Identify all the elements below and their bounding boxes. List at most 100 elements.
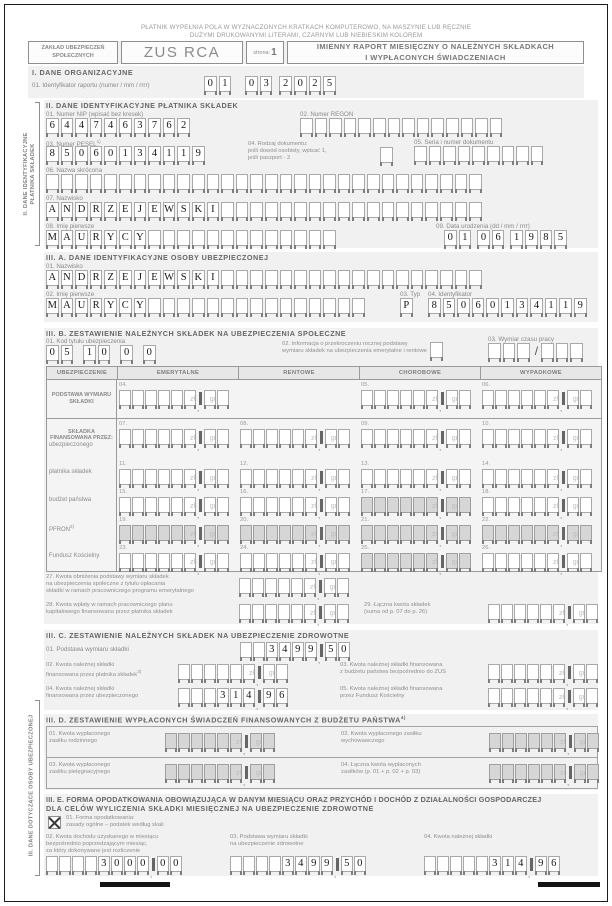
char-box[interactable]	[521, 469, 533, 488]
char-box[interactable]	[508, 469, 520, 488]
char-box[interactable]	[206, 230, 220, 249]
char-box[interactable]	[191, 298, 205, 317]
char-box[interactable]	[454, 202, 468, 221]
char-box[interactable]	[184, 429, 196, 448]
char-box[interactable]	[263, 733, 275, 752]
char-box[interactable]	[305, 469, 317, 488]
char-box[interactable]	[567, 469, 579, 488]
char-box[interactable]	[104, 174, 117, 193]
char-box[interactable]	[469, 202, 482, 221]
char-box[interactable]: 0	[170, 856, 182, 875]
char-box[interactable]: 0	[120, 345, 133, 364]
char-box[interactable]	[46, 856, 58, 875]
char-box[interactable]	[400, 429, 412, 448]
char-box[interactable]	[508, 525, 520, 544]
char-box[interactable]	[554, 764, 566, 783]
char-box[interactable]	[191, 174, 205, 193]
char-box[interactable]	[540, 664, 552, 683]
char-box[interactable]	[279, 174, 293, 193]
char-box[interactable]	[148, 174, 161, 193]
char-box[interactable]: 6	[471, 298, 485, 317]
char-box[interactable]	[381, 202, 395, 221]
char-box[interactable]	[459, 497, 471, 516]
char-box[interactable]	[119, 553, 131, 572]
char-box[interactable]	[374, 429, 386, 448]
char-box[interactable]: Z	[104, 202, 117, 221]
char-box[interactable]	[573, 688, 585, 707]
char-box[interactable]	[367, 174, 380, 193]
char-box[interactable]	[541, 343, 554, 362]
char-box[interactable]	[278, 578, 290, 597]
char-box[interactable]	[279, 553, 291, 572]
char-box[interactable]: 4	[60, 118, 74, 137]
char-box[interactable]	[587, 733, 599, 752]
char-box[interactable]	[516, 146, 529, 165]
char-box[interactable]	[580, 497, 592, 516]
char-box[interactable]	[446, 553, 458, 572]
char-box[interactable]	[508, 497, 520, 516]
char-box[interactable]	[204, 688, 216, 707]
char-box[interactable]	[132, 497, 144, 516]
char-box[interactable]	[291, 604, 303, 623]
char-box[interactable]: 0	[444, 230, 457, 249]
char-box[interactable]	[171, 469, 183, 488]
char-box[interactable]	[279, 497, 291, 516]
char-box[interactable]	[413, 525, 425, 544]
char-box[interactable]	[191, 733, 203, 752]
char-box[interactable]	[250, 202, 263, 221]
char-box[interactable]	[230, 733, 242, 752]
char-box[interactable]	[428, 146, 442, 165]
char-box[interactable]	[263, 764, 275, 783]
char-box[interactable]	[489, 118, 503, 137]
char-box[interactable]	[243, 856, 255, 875]
char-box[interactable]	[178, 688, 190, 707]
char-box[interactable]	[279, 298, 293, 317]
char-box[interactable]: S	[177, 270, 190, 289]
char-box[interactable]	[279, 429, 291, 448]
char-box[interactable]: 3	[282, 856, 294, 875]
char-box[interactable]	[387, 429, 399, 448]
char-box[interactable]: E	[118, 202, 132, 221]
char-box[interactable]	[337, 270, 351, 289]
char-box[interactable]	[367, 202, 380, 221]
char-box[interactable]	[547, 497, 559, 516]
char-box[interactable]	[292, 525, 304, 544]
char-box[interactable]	[361, 429, 373, 448]
char-box[interactable]	[217, 664, 229, 683]
char-box[interactable]	[119, 525, 131, 544]
char-box[interactable]: 1	[162, 146, 176, 165]
char-box[interactable]	[460, 118, 474, 137]
char-box[interactable]	[132, 469, 144, 488]
char-box[interactable]	[178, 664, 190, 683]
char-box[interactable]	[352, 202, 366, 221]
char-box[interactable]	[430, 342, 443, 361]
char-box[interactable]	[337, 202, 351, 221]
char-box[interactable]	[553, 664, 565, 683]
char-box[interactable]: 9	[292, 642, 304, 661]
char-box[interactable]: C	[118, 298, 132, 317]
char-box[interactable]	[158, 525, 170, 544]
char-box[interactable]: 3	[133, 146, 147, 165]
char-box[interactable]: M	[46, 298, 59, 317]
char-box[interactable]	[482, 469, 494, 488]
char-box[interactable]: N	[60, 202, 74, 221]
char-box[interactable]	[337, 578, 349, 597]
char-box[interactable]	[396, 202, 409, 221]
id-type-box[interactable]: P	[400, 298, 415, 317]
char-box[interactable]	[567, 525, 579, 544]
char-box[interactable]	[501, 664, 513, 683]
work-time-numerator[interactable]	[488, 343, 532, 362]
char-box[interactable]	[206, 298, 220, 317]
char-box[interactable]	[396, 174, 409, 193]
char-box[interactable]: A	[60, 230, 74, 249]
char-box[interactable]: 8	[428, 298, 441, 317]
char-box[interactable]	[486, 146, 500, 165]
char-box[interactable]	[305, 553, 317, 572]
